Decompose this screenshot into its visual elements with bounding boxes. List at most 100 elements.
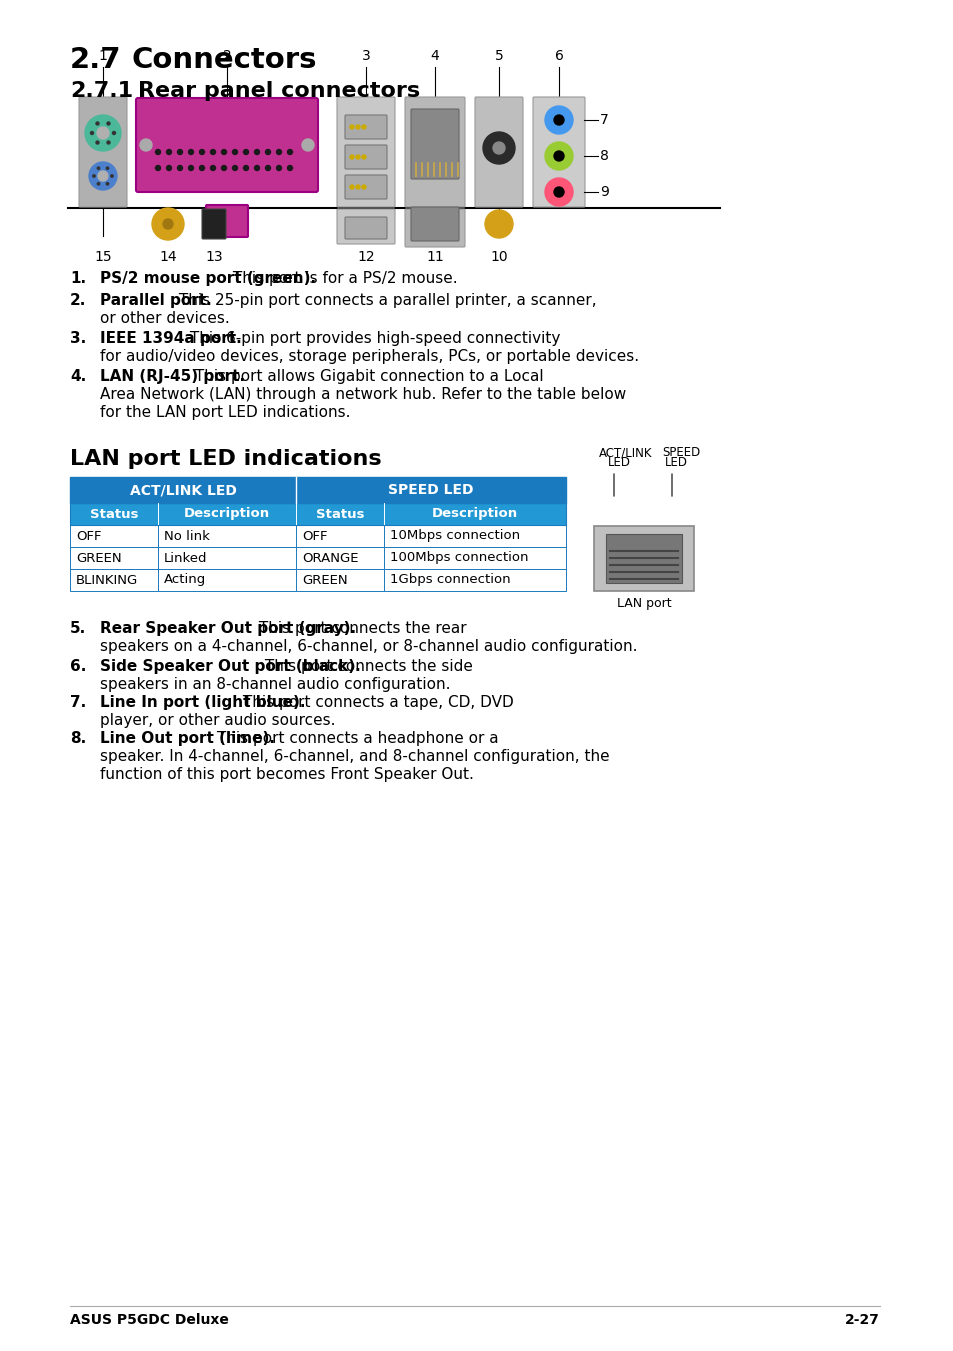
FancyBboxPatch shape: [336, 209, 395, 245]
Circle shape: [482, 132, 515, 163]
Circle shape: [355, 155, 359, 159]
Text: 5: 5: [494, 49, 503, 63]
Circle shape: [361, 185, 366, 189]
FancyBboxPatch shape: [345, 218, 387, 239]
Text: LED: LED: [664, 457, 687, 469]
Text: 4: 4: [430, 49, 439, 63]
Bar: [70, 477, 565, 503]
Text: or other devices.: or other devices.: [100, 311, 230, 326]
Text: ASUS P5GDC Deluxe: ASUS P5GDC Deluxe: [70, 1313, 229, 1327]
Circle shape: [97, 127, 109, 139]
Circle shape: [221, 166, 226, 170]
Circle shape: [106, 168, 109, 169]
Text: 100Mbps connection: 100Mbps connection: [390, 551, 528, 565]
Text: 13: 13: [205, 250, 223, 263]
Circle shape: [554, 151, 563, 161]
Circle shape: [155, 166, 160, 170]
Circle shape: [544, 105, 573, 134]
Text: for audio/video devices, storage peripherals, PCs, or portable devices.: for audio/video devices, storage periphe…: [100, 349, 639, 363]
Text: Parallel port.: Parallel port.: [100, 293, 212, 308]
Circle shape: [254, 150, 259, 154]
Bar: [70, 569, 565, 590]
Bar: [70, 503, 565, 526]
Circle shape: [276, 166, 281, 170]
FancyBboxPatch shape: [202, 209, 226, 239]
Circle shape: [243, 150, 248, 154]
Text: This port connects the rear: This port connects the rear: [254, 621, 466, 636]
Text: This port connects the side: This port connects the side: [259, 659, 472, 674]
Text: Status: Status: [90, 508, 138, 520]
FancyBboxPatch shape: [336, 97, 395, 207]
FancyBboxPatch shape: [411, 109, 458, 178]
Circle shape: [276, 150, 281, 154]
Text: 4.: 4.: [70, 369, 86, 384]
Circle shape: [199, 150, 204, 154]
Text: 2: 2: [222, 49, 232, 63]
Text: speakers in an 8-channel audio configuration.: speakers in an 8-channel audio configura…: [100, 677, 450, 692]
Circle shape: [361, 126, 366, 128]
Circle shape: [211, 150, 215, 154]
Circle shape: [233, 150, 237, 154]
Text: 7: 7: [599, 113, 608, 127]
FancyBboxPatch shape: [79, 97, 127, 207]
Bar: [70, 547, 565, 569]
Circle shape: [350, 155, 354, 159]
Circle shape: [189, 150, 193, 154]
Circle shape: [361, 155, 366, 159]
Text: 6.: 6.: [70, 659, 87, 674]
Text: 12: 12: [356, 250, 375, 263]
Text: Connectors: Connectors: [132, 46, 317, 74]
Text: This port connects a tape, CD, DVD: This port connects a tape, CD, DVD: [238, 694, 514, 711]
Bar: [594, 526, 693, 590]
Circle shape: [287, 150, 293, 154]
Text: 7.: 7.: [70, 694, 86, 711]
Circle shape: [96, 122, 99, 126]
Circle shape: [221, 150, 226, 154]
Circle shape: [177, 166, 182, 170]
Text: Rear panel connectors: Rear panel connectors: [138, 81, 419, 101]
Text: ACT/LINK: ACT/LINK: [598, 446, 652, 459]
Circle shape: [554, 186, 563, 197]
Bar: [70, 477, 565, 503]
Text: 14: 14: [159, 250, 176, 263]
Text: GREEN: GREEN: [76, 551, 121, 565]
Text: BLINKING: BLINKING: [76, 574, 138, 586]
Circle shape: [155, 150, 160, 154]
Circle shape: [97, 182, 100, 185]
Text: 1Gbps connection: 1Gbps connection: [390, 574, 510, 586]
Bar: [70, 503, 565, 526]
FancyBboxPatch shape: [405, 209, 464, 247]
Text: Rear Speaker Out port (gray).: Rear Speaker Out port (gray).: [100, 621, 355, 636]
Text: OFF: OFF: [302, 530, 327, 543]
Circle shape: [355, 185, 359, 189]
FancyBboxPatch shape: [405, 97, 464, 207]
Circle shape: [85, 115, 121, 151]
Text: SPEED: SPEED: [661, 446, 700, 459]
Text: 8: 8: [599, 149, 608, 163]
Text: 2.7: 2.7: [70, 46, 121, 74]
Text: Side Speaker Out port (black).: Side Speaker Out port (black).: [100, 659, 360, 674]
Text: No link: No link: [164, 530, 210, 543]
FancyBboxPatch shape: [475, 97, 522, 207]
Text: Linked: Linked: [164, 551, 208, 565]
Text: Line Out port (lime).: Line Out port (lime).: [100, 731, 274, 746]
Circle shape: [544, 178, 573, 205]
FancyBboxPatch shape: [206, 205, 248, 236]
Text: 1: 1: [98, 49, 108, 63]
Circle shape: [211, 166, 215, 170]
Text: LAN (RJ-45) port.: LAN (RJ-45) port.: [100, 369, 245, 384]
Text: SPEED LED: SPEED LED: [388, 484, 474, 497]
Text: LAN port LED indications: LAN port LED indications: [70, 449, 381, 469]
Circle shape: [484, 209, 513, 238]
Text: player, or other audio sources.: player, or other audio sources.: [100, 713, 335, 728]
Text: for the LAN port LED indications.: for the LAN port LED indications.: [100, 405, 350, 420]
Text: 1.: 1.: [70, 272, 86, 286]
Text: 11: 11: [426, 250, 443, 263]
Text: GREEN: GREEN: [302, 574, 347, 586]
Text: 8.: 8.: [70, 731, 86, 746]
Text: This 25-pin port connects a parallel printer, a scanner,: This 25-pin port connects a parallel pri…: [174, 293, 597, 308]
Circle shape: [98, 172, 108, 181]
Text: 15: 15: [94, 250, 112, 263]
Text: 2.: 2.: [70, 293, 87, 308]
Circle shape: [89, 162, 117, 190]
